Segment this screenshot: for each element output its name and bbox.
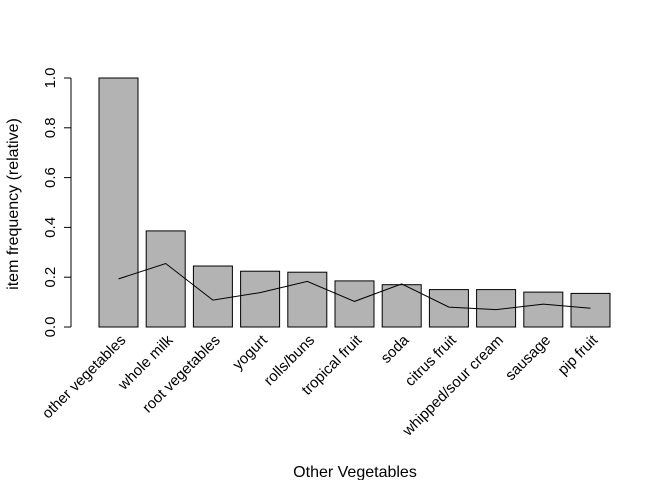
y-tick-label: 0.0: [42, 317, 59, 338]
bar: [334, 280, 375, 328]
bar: [240, 270, 281, 328]
bars-group: [98, 77, 611, 328]
y-tick-label: 0.4: [42, 217, 59, 238]
bar: [428, 289, 469, 328]
y-tick-label: 1.0: [42, 68, 59, 89]
x-tick-label: pip fruit: [555, 331, 602, 378]
frequency-line: [118, 262, 591, 311]
x-tick-label: soda: [378, 331, 413, 366]
y-tick-label: 0.6: [42, 167, 59, 188]
x-tick-label: yogurt: [229, 331, 271, 373]
bar: [98, 77, 139, 328]
y-tick-label: 0.2: [42, 267, 59, 288]
x-tick-label: sausage: [502, 332, 554, 384]
x-tick-label: other vegetables: [39, 332, 129, 422]
bar: [145, 230, 186, 328]
bar: [523, 291, 564, 328]
bar: [570, 292, 611, 328]
y-axis: 0.0 0.2 0.4 0.6 0.8 1.0: [42, 68, 72, 338]
bar: [192, 265, 233, 328]
y-tick-label: 0.8: [42, 117, 59, 138]
x-axis-label: Other Vegetables: [293, 464, 417, 480]
bar: [287, 271, 328, 328]
bar: [381, 284, 422, 328]
y-axis-label: item frequency (relative): [5, 118, 22, 290]
